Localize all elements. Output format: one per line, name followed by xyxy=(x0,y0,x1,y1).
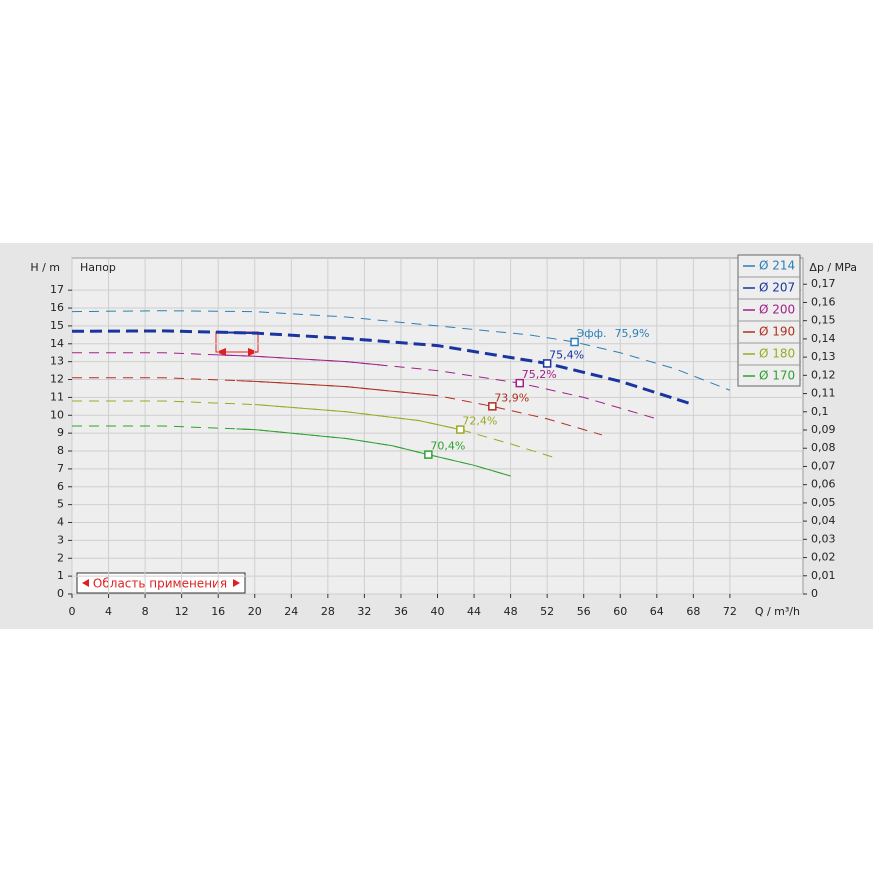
bep-marker xyxy=(488,402,497,411)
annotation: Напор xyxy=(80,261,116,274)
curve xyxy=(71,310,731,391)
y-axis-label: H / m xyxy=(30,261,60,274)
bep-marker xyxy=(456,425,465,434)
x-tick-label: 68 xyxy=(686,605,700,618)
x-tick-label: 40 xyxy=(431,605,445,618)
x-tick-label: 48 xyxy=(504,605,518,618)
x-tick-label: 28 xyxy=(321,605,335,618)
y-tick-label: 9 xyxy=(57,426,64,439)
grid xyxy=(71,258,803,595)
region-arrow xyxy=(233,579,240,587)
x-tick-label: 8 xyxy=(142,605,149,618)
region-box xyxy=(76,572,246,594)
x-tick-label: 72 xyxy=(723,605,737,618)
region-arrow xyxy=(82,579,89,587)
x-tick-label: 52 xyxy=(540,605,554,618)
range-arrow xyxy=(248,348,258,356)
bep-label: 73,9% xyxy=(494,391,529,404)
y2-tick-label: 0,05 xyxy=(811,496,836,509)
y2-tick-label: 0,06 xyxy=(811,478,836,491)
y2-tick-label: 0,11 xyxy=(811,387,836,400)
solid-segment xyxy=(236,428,511,477)
legend-label: Ø 180 xyxy=(759,347,795,361)
x-tick-label: 16 xyxy=(211,605,225,618)
y2-tick-label: 0,03 xyxy=(811,532,836,545)
y2-tick-label: 0,04 xyxy=(811,514,836,527)
y-tick-label: 1 xyxy=(57,569,64,582)
y2-tick-label: 0,14 xyxy=(811,332,836,345)
y-tick-label: 17 xyxy=(50,283,64,296)
bep-label: 72,4% xyxy=(462,415,497,428)
y-tick-label: 3 xyxy=(57,533,64,546)
y2-tick-label: 0,01 xyxy=(811,569,836,582)
region-label: Область применения xyxy=(93,577,227,591)
legend-label: Ø 214 xyxy=(759,259,795,273)
y2-tick-label: 0,15 xyxy=(811,314,836,327)
x-tick-label: 56 xyxy=(577,605,591,618)
x-tick-label: 64 xyxy=(650,605,664,618)
y2-tick-label: 0,13 xyxy=(811,350,836,363)
y-tick-label: 0 xyxy=(57,587,64,600)
curve xyxy=(72,377,603,436)
y-tick-label: 13 xyxy=(50,355,64,368)
y2-axis-label: Δp / MPa xyxy=(809,261,857,274)
legend-label: Ø 190 xyxy=(759,325,795,339)
bep-marker xyxy=(424,450,433,459)
x-tick-label: 0 xyxy=(69,605,76,618)
y2-tick-label: 0,17 xyxy=(811,277,836,290)
bep-label: 75,9% xyxy=(615,327,650,340)
y-tick-label: 2 xyxy=(57,551,64,564)
x-axis-label: Q / m³/h xyxy=(755,605,800,618)
y2-tick-label: 0,12 xyxy=(811,368,836,381)
legend-label: Ø 207 xyxy=(759,281,795,295)
range-arrow xyxy=(216,348,226,356)
x-tick-label: 32 xyxy=(357,605,371,618)
y2-tick-label: 0,09 xyxy=(811,423,836,436)
curve xyxy=(72,352,657,420)
bep-marker xyxy=(515,378,524,388)
y-tick-label: 10 xyxy=(50,408,64,421)
y2-tick-label: 0,08 xyxy=(811,441,836,454)
y-tick-label: 5 xyxy=(57,498,64,511)
bep-marker xyxy=(542,359,552,368)
x-tick-label: 36 xyxy=(394,605,408,618)
y-tick-label: 8 xyxy=(57,444,64,457)
x-tick-label: 24 xyxy=(284,605,298,618)
y2-tick-label: 0,1 xyxy=(811,405,829,418)
bep-marker xyxy=(570,337,579,347)
curves: 75,9% Эфф. 75,4% 75,2% 73,9% 72,4% 70,4% xyxy=(71,310,731,477)
solid-segment xyxy=(236,380,438,397)
x-tick-label: 12 xyxy=(175,605,189,618)
y-tick-label: 14 xyxy=(50,337,64,350)
y2-tick-label: 0,16 xyxy=(811,295,836,308)
legend-label: Ø 170 xyxy=(759,369,795,383)
y-tick-label: 6 xyxy=(57,480,64,493)
bep-label: 75,4% xyxy=(549,348,584,361)
y-tick-label: 15 xyxy=(50,319,64,332)
y-tick-label: 11 xyxy=(50,390,64,403)
x-tick-label: 44 xyxy=(467,605,481,618)
x-tick-label: 20 xyxy=(248,605,262,618)
y-tick-label: 7 xyxy=(57,462,64,475)
bep-label: 75,2% xyxy=(522,368,557,381)
y2-tick-label: 0 xyxy=(811,587,818,600)
y-tick-label: 4 xyxy=(57,516,64,529)
x-tick-label: 4 xyxy=(105,605,112,618)
legend-label: Ø 200 xyxy=(759,303,795,317)
x-tick-label: 60 xyxy=(613,605,627,618)
y2-tick-label: 0,02 xyxy=(811,551,836,564)
y2-tick-label: 0,07 xyxy=(811,459,836,472)
bep-label: 70,4% xyxy=(430,440,465,453)
y-tick-label: 16 xyxy=(50,301,64,314)
eff-label: Эфф. xyxy=(577,327,607,340)
solid-segment xyxy=(254,404,465,432)
y-tick-label: 12 xyxy=(50,373,64,386)
